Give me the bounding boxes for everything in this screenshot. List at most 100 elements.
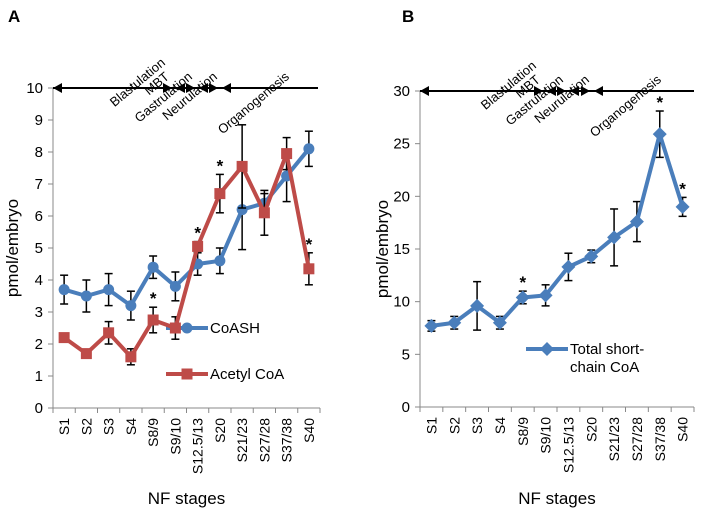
data-point: [675, 199, 690, 214]
data-point: [147, 261, 159, 273]
x-tick-label: S40: [675, 417, 691, 442]
y-tick-label: 6: [35, 208, 43, 225]
x-tick-label: S27/28: [629, 417, 645, 462]
data-point: [125, 351, 137, 363]
y-tick-label: 1: [35, 368, 43, 385]
data-point: [236, 160, 248, 172]
data-point: [58, 284, 70, 296]
legend-label: Acetyl CoA: [210, 366, 284, 383]
legend-label-line: CoASH: [210, 320, 260, 337]
data-point: [561, 259, 576, 274]
x-tick-label: S9/10: [167, 418, 183, 455]
arrowhead-icon: [420, 86, 429, 96]
data-point: [58, 332, 70, 344]
y-tick-label: 30: [393, 83, 410, 100]
data-point: [80, 348, 92, 360]
x-tick-label: S8/9: [515, 417, 531, 446]
stage-label: Organogenesis: [587, 71, 665, 139]
data-point: [538, 288, 553, 303]
x-tick-label: S37/38: [652, 417, 668, 462]
series-acetyl-coa: * * * *: [58, 124, 315, 366]
legend-label: Total short-chain CoA: [570, 341, 644, 376]
arrowhead-icon: [581, 86, 590, 96]
x-tick-label: S1: [423, 417, 439, 434]
y-tick-label: 0: [35, 400, 43, 417]
data-point: [584, 249, 599, 264]
y-tick-label: 2: [35, 336, 43, 353]
data-point: [607, 230, 622, 245]
x-tick-label: S12.5/13: [190, 418, 206, 474]
y-tick-label: 0: [402, 399, 410, 416]
y-tick-label: 3: [35, 304, 43, 321]
significance-asterisk: *: [656, 93, 663, 112]
legend-item: Acetyl CoA: [166, 366, 284, 383]
y-tick-label: 20: [393, 188, 410, 205]
arrowhead-icon: [53, 83, 62, 93]
data-point: [103, 327, 115, 339]
arrowhead-icon: [222, 83, 231, 93]
y-tick-label: 4: [35, 272, 43, 289]
x-axis-title: NF stages: [148, 489, 225, 508]
data-point: [447, 315, 462, 330]
legend-label-line: chain CoA: [570, 359, 639, 376]
y-axis-title: pmol/embryo: [373, 200, 392, 298]
data-point: [515, 290, 530, 305]
legend-label-line: Total short-: [570, 341, 644, 358]
series-line: [431, 132, 685, 328]
significance-asterisk: *: [150, 289, 157, 308]
x-tick-label: S2: [446, 417, 462, 434]
data-point: [629, 214, 644, 229]
significance-asterisk: *: [217, 156, 224, 175]
y-tick-label: 5: [402, 346, 410, 363]
arrowhead-icon: [534, 86, 543, 96]
data-point: [103, 284, 115, 296]
x-tick-label: S9/10: [538, 417, 554, 454]
significance-asterisk: *: [306, 235, 313, 254]
y-tick-label: 5: [35, 240, 43, 257]
x-tick-label: S20: [212, 418, 228, 443]
data-point: [214, 188, 226, 200]
data-point: [147, 314, 159, 326]
x-tick-label: S2: [78, 418, 94, 435]
data-point: [258, 207, 270, 219]
legend-marker: [181, 368, 193, 380]
x-tick-label: S12.5/13: [560, 417, 576, 473]
arrowhead-icon: [186, 83, 195, 93]
y-axis-title: pmol/embryo: [3, 199, 22, 297]
data-point: [470, 298, 485, 313]
x-tick-label: S20: [583, 417, 599, 442]
data-point: [492, 315, 507, 330]
y-tick-label: 15: [393, 241, 410, 258]
panel-B: B 0 5 10 15 20 25 30 S1 S2 S3 S4 S8/9 S9/10 S12.5/13 S2…: [373, 7, 695, 508]
arrowhead-icon: [557, 86, 566, 96]
legend-marker: [181, 322, 193, 334]
data-point: [214, 255, 226, 267]
legend-label-line: Acetyl CoA: [210, 366, 284, 383]
legend-item: Total short-chain CoA: [526, 341, 644, 376]
y-tick-label: 10: [26, 80, 43, 97]
panel-A: A 0 1 2 3 4 5 6 7 8 9 10 S1 S2 S3 S4 S8/9 S9/10 S12.5/13 S2…: [3, 7, 321, 508]
x-tick-label: S4: [492, 417, 508, 434]
arrowhead-icon: [570, 86, 579, 96]
arrowhead-icon: [163, 83, 172, 93]
arrowhead-icon: [594, 86, 603, 96]
significance-asterisk: *: [194, 224, 201, 243]
data-point: [236, 204, 248, 216]
y-tick-label: 7: [35, 176, 43, 193]
x-tick-label: S21/23: [234, 418, 250, 463]
significance-asterisk: *: [519, 273, 526, 292]
x-tick-label: S37/38: [279, 418, 295, 463]
y-tick-label: 8: [35, 144, 43, 161]
x-axis-title: NF stages: [518, 489, 595, 508]
x-tick-label: S21/23: [606, 417, 622, 462]
data-point: [303, 263, 315, 275]
x-tick-label: S3: [101, 418, 117, 435]
data-point: [80, 290, 92, 302]
data-point: [169, 280, 181, 292]
arrowhead-icon: [209, 83, 218, 93]
arrowhead-icon: [199, 83, 208, 93]
series-total-short-chain-coa: * * *: [424, 93, 690, 333]
panel-label: A: [8, 7, 20, 26]
data-point: [281, 148, 293, 160]
y-tick-label: 9: [35, 112, 43, 129]
